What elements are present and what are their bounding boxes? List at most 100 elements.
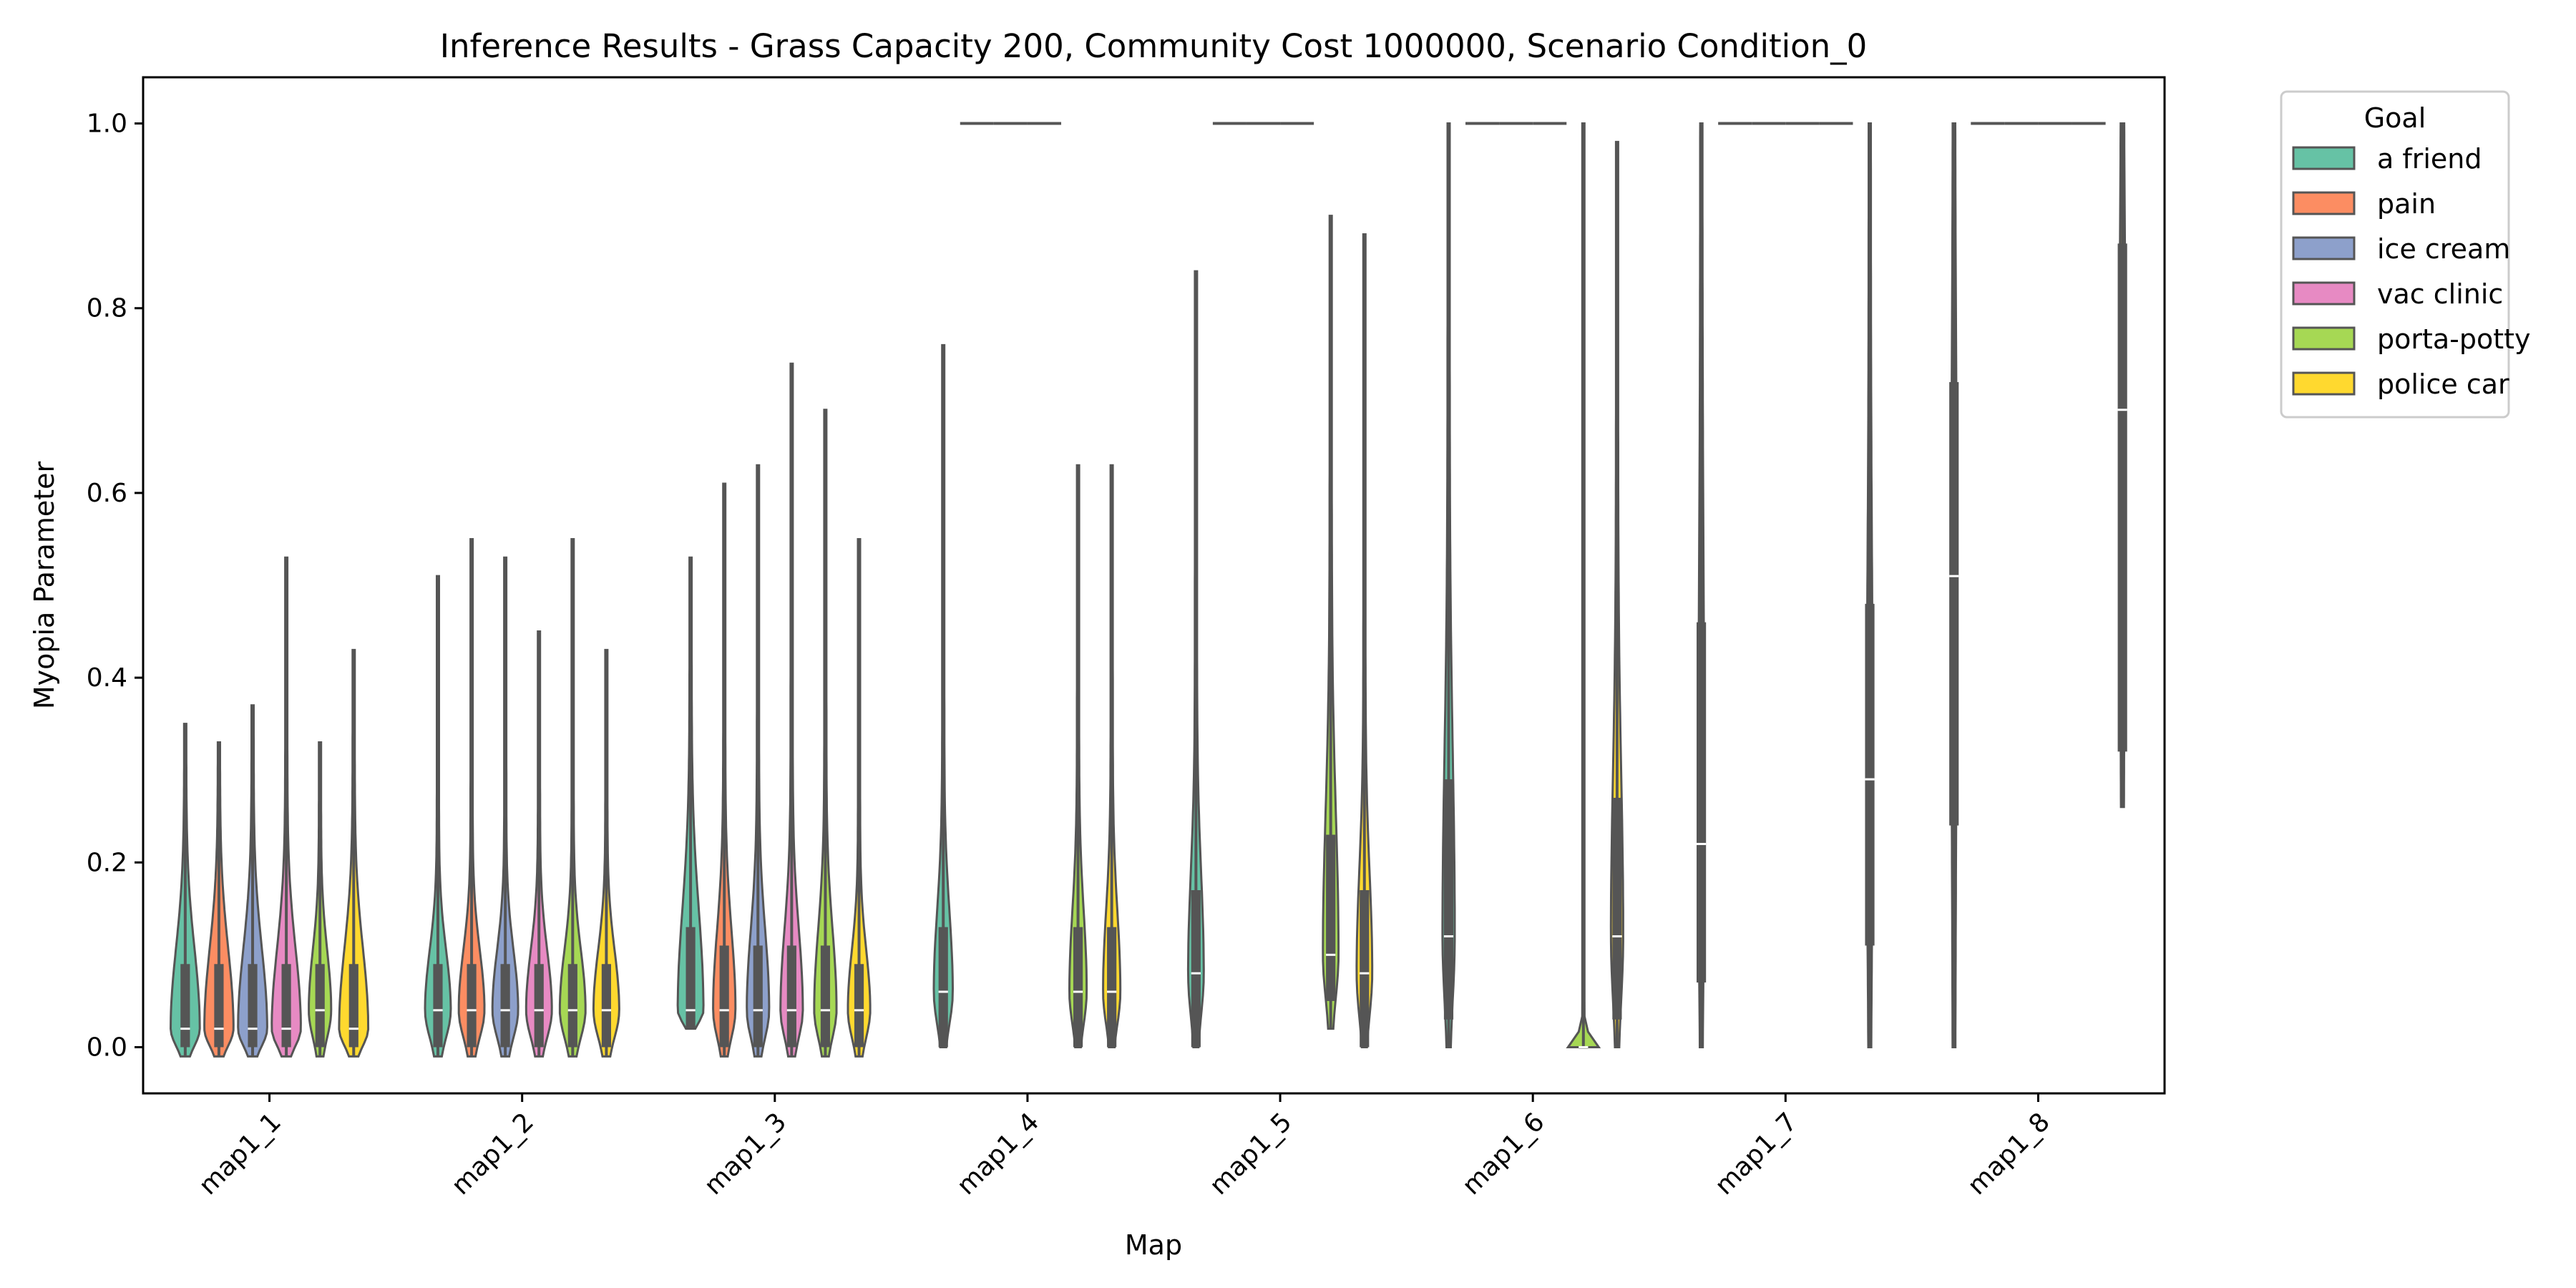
- violin-iqr-box: [1073, 927, 1083, 1048]
- x-tick-label: map1_6: [1457, 1107, 1551, 1201]
- violin-map1_6-a-friend: [1441, 122, 1456, 1048]
- violin-iqr-box: [2117, 243, 2127, 752]
- legend-swatch: [2292, 281, 2356, 306]
- violin-iqr-box: [1443, 779, 1454, 1020]
- violin-map1_1-ice-cream: [237, 704, 268, 1058]
- legend-item: vac clinic: [2292, 278, 2503, 310]
- legend-item: police car: [2292, 369, 2509, 400]
- legend-label: porta-potty: [2377, 323, 2531, 355]
- legend-swatch: [2292, 191, 2356, 215]
- violin-iqr-box: [1107, 927, 1117, 1048]
- x-tick-label: map1_2: [446, 1107, 540, 1201]
- x-tick-label: map1_1: [193, 1107, 287, 1201]
- violin-iqr-box: [1360, 890, 1370, 1048]
- violin-iqr-box: [1697, 622, 1707, 983]
- violin-iqr-box: [753, 945, 763, 1048]
- violin-map1_7-a-friend: [1697, 122, 1707, 1048]
- violin-iqr-box: [686, 927, 696, 1029]
- violin-map1_2-porta-potty: [558, 538, 587, 1058]
- violin-map1_4-a-friend: [932, 343, 955, 1048]
- violin-iqr-box: [180, 964, 190, 1048]
- violin-map1_8-a-friend: [1949, 122, 1959, 1048]
- violin-map1_2-a-friend: [424, 575, 452, 1058]
- violin-iqr-box: [467, 964, 477, 1048]
- y-tick-label: 1.0: [87, 109, 127, 139]
- y-tick-label: 0.4: [87, 663, 127, 693]
- x-tick-label: map1_3: [699, 1107, 793, 1201]
- chart-title: Inference Results - Grass Capacity 200, …: [440, 27, 1868, 65]
- violin-map1_1-pain: [203, 741, 235, 1058]
- violin-map1_1-vac-clinic: [270, 556, 302, 1058]
- legend: Goal a friend pain ice cream vac clinic port…: [2280, 90, 2531, 419]
- violin-iqr-box: [567, 964, 577, 1048]
- violin-iqr-box: [248, 964, 258, 1048]
- violin-map1_5-porta-potty: [1322, 215, 1340, 1030]
- violin-iqr-box: [854, 964, 864, 1048]
- y-axis: 0.0 0.2 0.4 0.6 0.8 1.0: [87, 109, 143, 1062]
- y-axis-label: Myopia Parameter: [29, 461, 60, 709]
- y-tick-label: 0.6: [87, 479, 127, 508]
- violin-iqr-box: [786, 945, 796, 1048]
- legend-label: pain: [2377, 188, 2436, 220]
- x-axis-label: Map: [1125, 1229, 1182, 1261]
- x-tick-label: map1_4: [952, 1107, 1045, 1201]
- violin-iqr-box: [1612, 797, 1622, 1020]
- legend-item: pain: [2292, 188, 2436, 220]
- violin-map1_4-porta-potty: [1068, 464, 1088, 1048]
- violin-map1_2-vac-clinic: [525, 630, 553, 1058]
- violin-map1_1-a-friend: [169, 723, 201, 1058]
- violin-map1_8-police-car: [2117, 122, 2127, 809]
- violin-map1_6-police-car: [1609, 140, 1624, 1048]
- legend-label: vac clinic: [2377, 278, 2503, 310]
- legend-swatch: [2292, 236, 2356, 260]
- legend-swatch: [2292, 146, 2356, 170]
- legend-swatch: [2292, 371, 2356, 396]
- violin-map1_2-ice-cream: [491, 556, 519, 1058]
- violin-iqr-box: [719, 945, 729, 1048]
- x-axis: map1_1 map1_2 map1_3 map1_4 map1_5 map1_6 map1…: [193, 1093, 2056, 1201]
- violin-iqr-box: [534, 964, 544, 1048]
- violin-map1_7-police-car: [1865, 122, 1875, 1048]
- violin-map1_6-porta-potty: [1566, 122, 1601, 1049]
- legend-item: a friend: [2292, 143, 2482, 175]
- y-tick-label: 0.0: [87, 1033, 127, 1062]
- violin-iqr-box: [1326, 834, 1336, 1001]
- violin-map1_3-pain: [712, 482, 737, 1058]
- y-tick-label: 0.8: [87, 294, 127, 323]
- violin-map1_1-porta-potty: [308, 741, 333, 1058]
- legend-label: ice cream: [2377, 233, 2510, 265]
- violin-iqr-box: [938, 927, 948, 1048]
- y-tick-label: 0.2: [87, 848, 127, 877]
- x-tick-label: map1_8: [1962, 1107, 2056, 1201]
- violin-iqr-box: [1949, 382, 1959, 826]
- violin-iqr-box: [315, 964, 325, 1048]
- violin-iqr-box: [820, 945, 831, 1048]
- legend-label: a friend: [2377, 143, 2482, 175]
- violin-map1_3-porta-potty: [813, 409, 838, 1058]
- legend-item: porta-potty: [2292, 323, 2531, 355]
- violin-map1_2-pain: [457, 538, 486, 1058]
- legend-item: ice cream: [2292, 233, 2510, 265]
- legend-swatch: [2292, 326, 2356, 351]
- violin-iqr-box: [601, 964, 611, 1048]
- violin-map1_3-ice-cream: [746, 464, 771, 1058]
- violin-map1_3-a-friend: [676, 556, 705, 1030]
- legend-title: Goal: [2364, 102, 2426, 134]
- legend-items: a friend pain ice cream vac clinic porta-pot…: [2292, 143, 2531, 400]
- violin-iqr-box: [1191, 890, 1201, 1048]
- plot-frame: [142, 76, 2166, 1095]
- violin-map1_1-police-car: [338, 648, 370, 1058]
- violin-map1_5-a-friend: [1186, 270, 1205, 1048]
- violin-iqr-box: [214, 964, 224, 1048]
- violin-iqr-box: [433, 964, 443, 1048]
- violin-map1_3-vac-clinic: [779, 362, 804, 1058]
- violin-iqr-box: [500, 964, 510, 1048]
- legend-label: police car: [2377, 369, 2509, 400]
- violin-map1_5-police-car: [1355, 233, 1374, 1048]
- x-tick-label: map1_7: [1709, 1107, 1803, 1201]
- violin-map1_4-police-car: [1102, 464, 1122, 1048]
- violin-map1_2-police-car: [592, 648, 620, 1058]
- plot-area: [169, 122, 2127, 1058]
- violin-iqr-box: [1865, 603, 1875, 946]
